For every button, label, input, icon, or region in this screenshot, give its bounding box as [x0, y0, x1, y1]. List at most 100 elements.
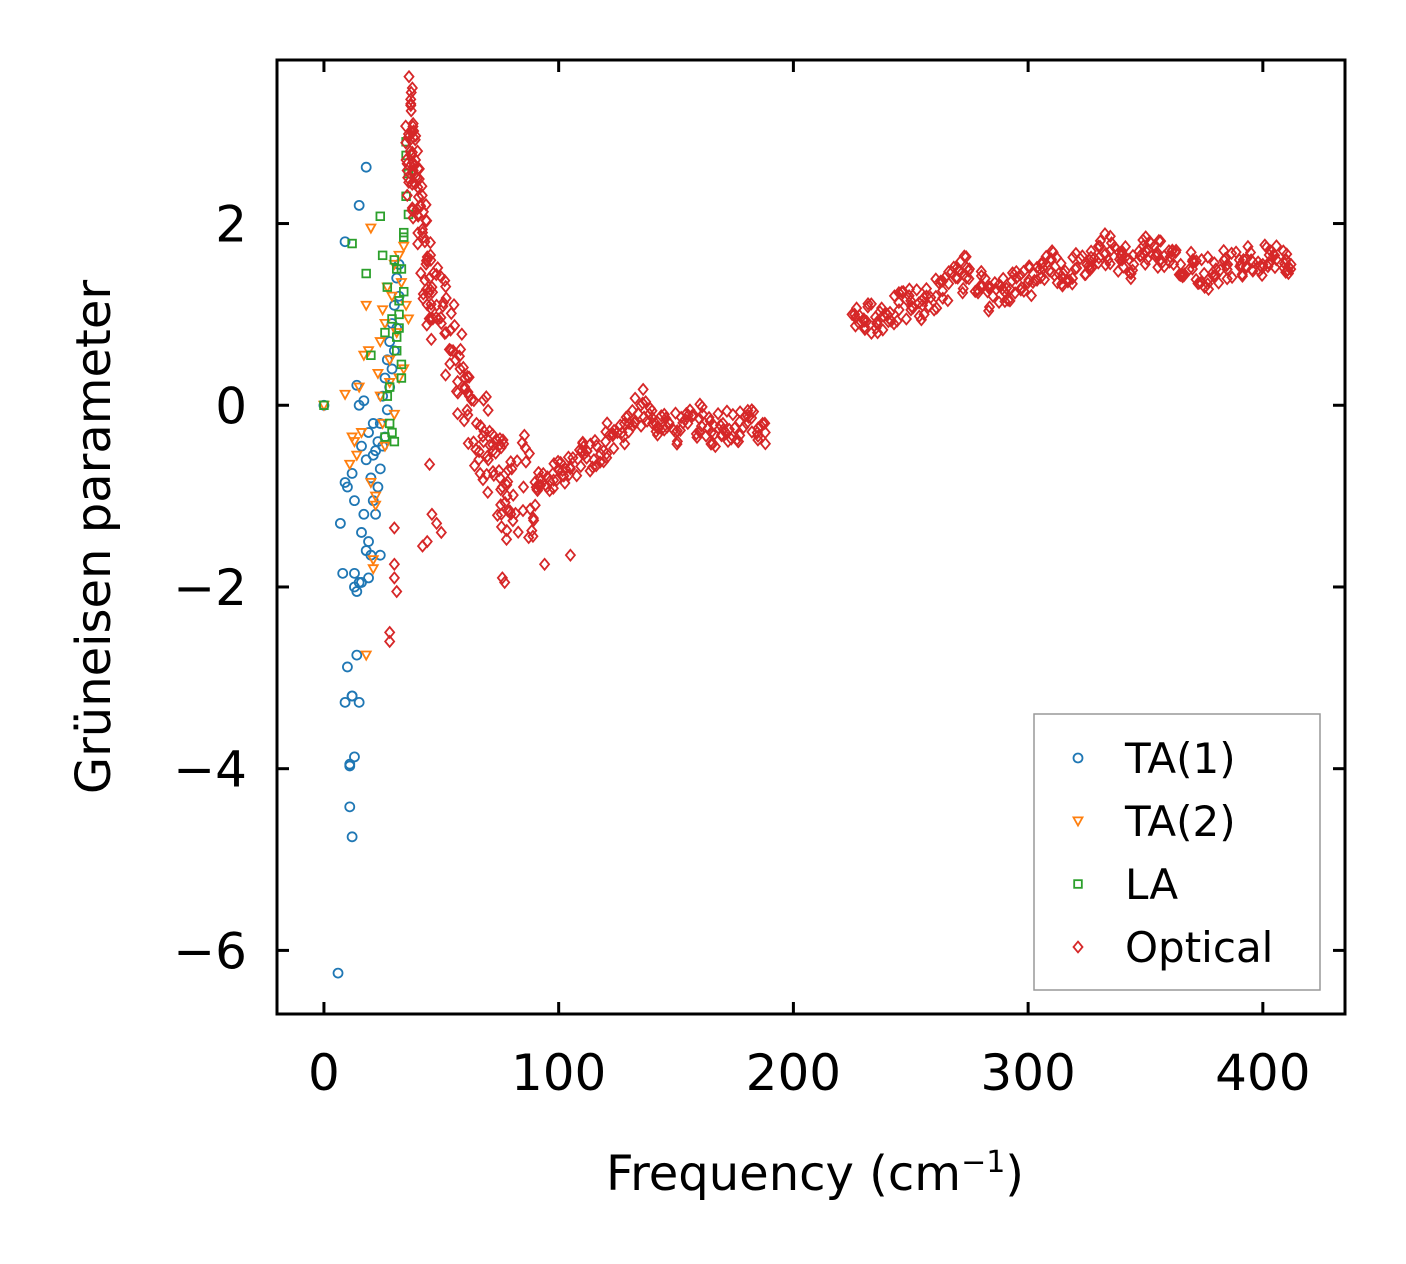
data-point [409, 153, 422, 167]
optical-band-point [1002, 293, 1014, 307]
data-point [623, 416, 635, 431]
optical-band-point [547, 473, 560, 487]
optical-band-point [495, 520, 508, 534]
optical-band-point [589, 433, 601, 448]
data-point [916, 298, 929, 313]
optical-band-point [445, 306, 457, 321]
optical-band-point [465, 393, 478, 407]
data-point [319, 400, 329, 410]
optical-band-point [862, 300, 874, 314]
x-axis-label-tail: ) [1005, 1146, 1024, 1202]
data-point [487, 443, 499, 458]
optical-band-point [719, 425, 731, 439]
data-point [1186, 262, 1199, 276]
y-axis-label: Grüneisen parameter [66, 280, 122, 795]
data-point [367, 555, 380, 567]
data-point [426, 507, 438, 522]
optical-band-point [1093, 251, 1105, 265]
optical-band-point [1094, 239, 1106, 254]
optical-band-point [495, 498, 507, 512]
optical-band-point [404, 144, 416, 159]
optical-band-point [643, 407, 656, 421]
data-point [342, 481, 353, 493]
optical-band-point [439, 273, 451, 288]
data-point [376, 418, 389, 430]
data-point [564, 462, 577, 476]
data-point [430, 516, 443, 531]
data-point [378, 441, 392, 453]
optical-band-point [416, 188, 428, 203]
optical-band-point [759, 436, 772, 451]
optical-band-point [671, 434, 684, 449]
optical-band-point [483, 424, 496, 439]
optical-band-point [1088, 251, 1100, 265]
optical-band-point [1035, 256, 1047, 271]
optical-band-point [571, 468, 583, 483]
optical-band-point [1023, 259, 1035, 273]
x-tick-label: 0 [308, 1044, 340, 1102]
optical-band-point [502, 463, 514, 477]
legend-marker-circle [1072, 752, 1084, 764]
data-point [501, 489, 513, 503]
data-point [635, 398, 647, 413]
optical-band-point [957, 281, 969, 296]
data-point [1163, 243, 1175, 258]
series-ta-1 [318, 161, 405, 979]
optical-band-point [983, 300, 996, 314]
optical-band-point [639, 394, 652, 409]
data-point [382, 391, 393, 401]
data-point [386, 363, 398, 375]
data-point [426, 280, 438, 294]
data-point [391, 332, 402, 342]
optical-band-point [572, 452, 584, 466]
optical-band-point [1066, 277, 1078, 291]
data-point [377, 250, 388, 261]
optical-band-point [491, 508, 504, 523]
data-point [358, 395, 370, 407]
data-point [1128, 257, 1140, 272]
legend-marker-triangle-down [1071, 816, 1085, 828]
data-point [389, 436, 400, 447]
data-point [611, 425, 624, 440]
optical-band-point [1099, 227, 1111, 241]
optical-band-point [512, 525, 524, 539]
optical-band-point [734, 428, 746, 443]
optical-band-point [456, 327, 468, 342]
data-point [552, 462, 565, 476]
optical-band-point [454, 342, 467, 357]
optical-band-point [942, 293, 954, 308]
optical-band-point [1186, 254, 1199, 269]
data-point [963, 262, 976, 276]
data-point [365, 472, 377, 484]
data-point [435, 316, 447, 331]
y-axis-ticks: −6 −4 −2 0 2 [173, 196, 1345, 980]
data-point [893, 303, 905, 317]
optical-band-point [1104, 229, 1116, 244]
data-point [564, 548, 577, 562]
optical-band-point [518, 428, 531, 443]
optical-band-point [448, 297, 460, 312]
legend-marker-square [1073, 879, 1083, 889]
data-point [1221, 257, 1234, 272]
optical-band-point [1195, 275, 1207, 290]
data-point [463, 389, 476, 403]
optical-band-point [590, 438, 603, 453]
data-point [369, 500, 382, 512]
optical-band-point [1236, 269, 1249, 283]
optical-band-point [629, 391, 641, 406]
data-point [369, 491, 382, 503]
optical-band-point [849, 319, 862, 333]
optical-band-point [482, 403, 494, 418]
data-point [396, 373, 407, 383]
optical-band-point [1208, 256, 1220, 270]
data-point [383, 625, 396, 640]
data-point [430, 298, 443, 313]
data-point [440, 325, 452, 340]
data-point [1257, 257, 1269, 272]
optical-band-point [1037, 261, 1049, 276]
optical-band-point [1018, 284, 1030, 298]
data-point [1268, 248, 1281, 263]
optical-band-point [721, 404, 733, 418]
data-point [435, 525, 447, 540]
data-point [538, 557, 551, 572]
